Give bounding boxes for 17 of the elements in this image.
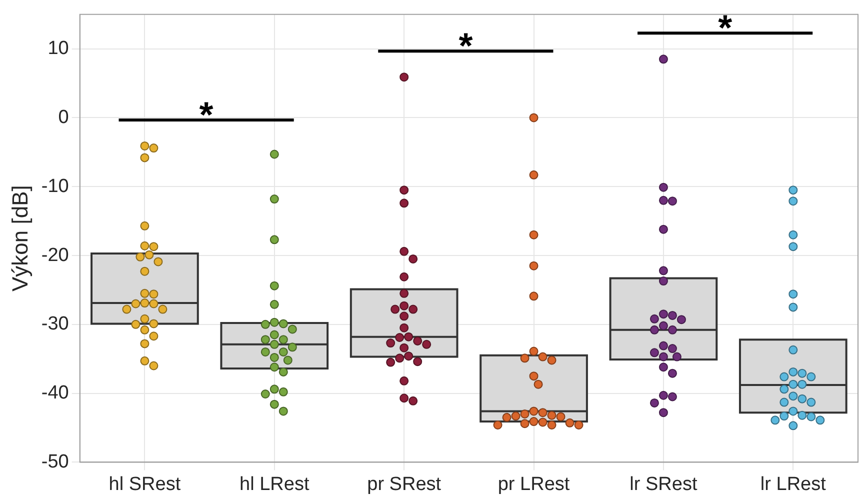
y-tick-label: -20 [41,244,69,266]
x-tick-label: pr LRest [498,474,570,495]
y-tick-label: -50 [41,451,69,472]
x-tick-label: lr LRest [760,474,827,495]
y-tick-label: -40 [41,382,69,404]
x-tick-label: lr SRest [630,474,698,495]
annotation: * [199,94,214,135]
annotation: * [458,25,473,66]
x-tick-label: hl SRest [108,474,182,495]
x-tick-label: hl LRest [240,474,310,495]
y-tick-label: 10 [48,38,69,60]
x-tick-label: pr SRest [367,474,442,495]
y-tick-label: 0 [58,106,69,128]
annotation: * [718,7,732,48]
y-axis-title: Výkon [dB] [7,185,32,292]
y-tick-label: -10 [41,176,69,197]
y-tick-label: -30 [41,314,69,335]
